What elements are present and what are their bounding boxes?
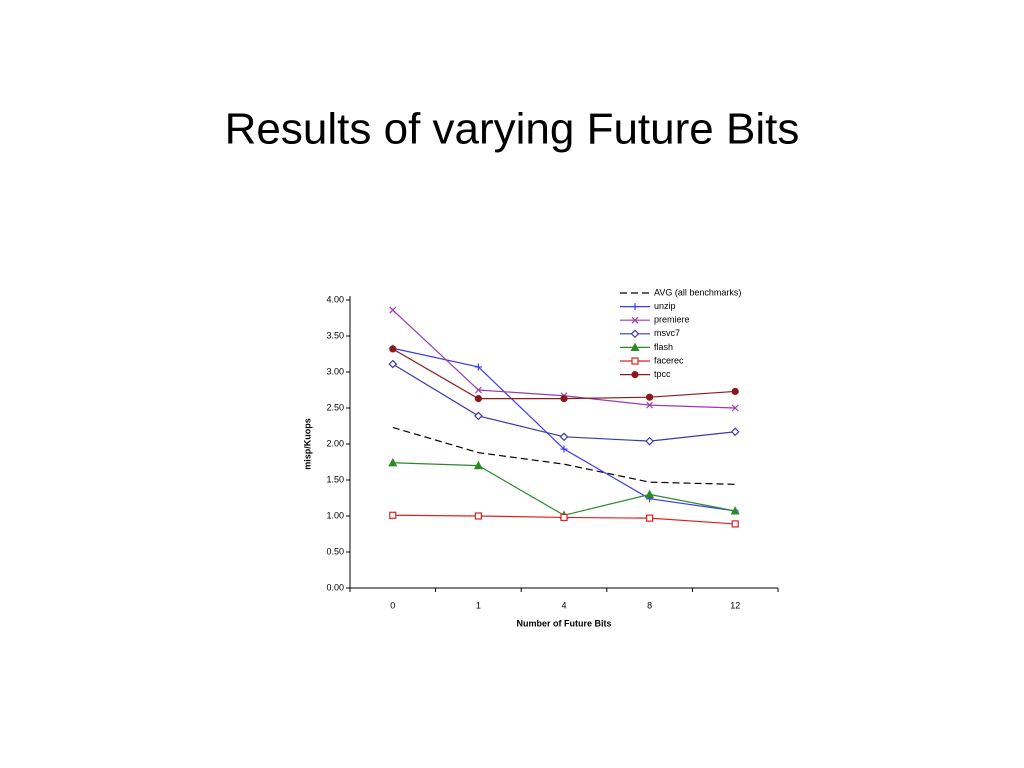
point: [559, 432, 569, 442]
point: [645, 436, 654, 446]
point: [474, 363, 482, 371]
legend-label: AVG (all benchmarks): [654, 287, 741, 297]
y-tick-label: 2.50: [326, 402, 344, 412]
point: [560, 395, 568, 403]
y-tick-label: 3.50: [326, 330, 344, 340]
legend-label: msvc7: [654, 328, 680, 338]
point: [730, 427, 740, 437]
legend-marker: [631, 303, 639, 311]
legend-marker: [630, 329, 640, 339]
point: [389, 345, 397, 353]
point: [389, 511, 397, 519]
legend-marker: [631, 316, 639, 324]
x-tick-label: 4: [561, 600, 566, 610]
series-line: [392, 348, 736, 400]
y-tick-label: 1.50: [326, 474, 344, 484]
legend-marker: [630, 342, 640, 351]
point: [389, 306, 397, 314]
point: [731, 404, 739, 412]
point: [645, 514, 654, 522]
y-tick-label: 4.00: [326, 294, 344, 304]
legend-label: tpcc: [654, 369, 671, 379]
legend-label: premiere: [654, 315, 690, 325]
series-line: [392, 363, 736, 442]
series-line: [392, 462, 736, 516]
y-axis-label: misp/Kuops: [302, 418, 312, 470]
legend-label: facerec: [654, 355, 684, 365]
point: [473, 460, 483, 470]
x-tick-label: 8: [647, 600, 652, 610]
y-tick-label: 0.50: [326, 546, 344, 556]
point: [474, 386, 482, 394]
point: [560, 445, 568, 453]
legend-label: unzip: [654, 301, 676, 311]
series-line: [392, 347, 736, 512]
legend-marker: [631, 357, 639, 365]
x-axis-label: Number of Future Bits: [516, 618, 611, 628]
y-tick-label: 2.00: [326, 438, 344, 448]
y-tick-label: 1.00: [326, 510, 344, 520]
point: [646, 401, 654, 409]
point: [560, 513, 568, 522]
point: [645, 489, 655, 498]
x-tick-label: 12: [730, 600, 740, 610]
y-tick-label: 3.00: [326, 366, 344, 376]
point: [731, 387, 739, 396]
point: [388, 457, 398, 467]
legend-marker: [631, 371, 639, 379]
point: [645, 393, 654, 401]
y-tick-label: 0.00: [326, 582, 344, 592]
x-tick-label: 1: [476, 600, 481, 610]
point: [474, 395, 482, 403]
point: [388, 359, 398, 369]
series-line: [392, 426, 736, 485]
slide-title: Results of varying Future Bits: [225, 105, 800, 154]
legend-label: flash: [654, 342, 673, 352]
point: [474, 512, 482, 520]
point: [474, 411, 483, 421]
point: [730, 506, 740, 515]
point: [731, 520, 739, 528]
x-tick-label: 0: [390, 600, 395, 610]
